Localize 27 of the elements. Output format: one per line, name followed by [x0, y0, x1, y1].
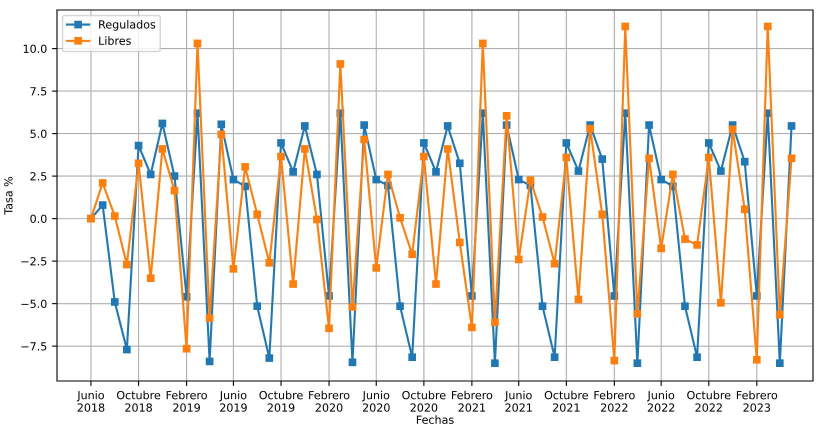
- x-tick-label: Junio 2021: [504, 390, 532, 412]
- x-tick-label: Octubre 2018: [116, 390, 160, 412]
- x-axis-title: Fechas: [416, 415, 454, 424]
- y-tick-label: 7.5: [30, 87, 46, 96]
- x-tick-label: Octubre 2019: [259, 390, 303, 412]
- y-axis-title: Tasa %: [4, 176, 13, 215]
- y-tick-label: −5.0: [21, 300, 47, 308]
- y-tick-label: 5.0: [30, 130, 47, 138]
- x-tick-label: Febrero 2019: [166, 390, 207, 412]
- x-tick-label: Junio 2018: [76, 390, 104, 412]
- x-tick-label: Octubre 2022: [687, 390, 730, 412]
- x-tick-label: Octubre 2020: [402, 390, 446, 412]
- x-tick-label: Junio 2020: [362, 390, 390, 412]
- x-tick-label: Junio 2022: [646, 390, 674, 412]
- legend-label: Libres: [99, 36, 131, 45]
- x-tick-label: Febrero 2023: [736, 390, 778, 412]
- y-tick-label: 0.0: [30, 214, 47, 224]
- x-tick-label: Febrero 2021: [452, 390, 492, 412]
- x-tick-label: Febrero 2020: [309, 390, 350, 412]
- y-tick-label: −7.5: [21, 342, 46, 351]
- y-tick-label: 10.0: [24, 44, 47, 53]
- x-tick-label: Junio 2019: [219, 390, 247, 412]
- legend-label: Regulados: [99, 20, 156, 31]
- y-tick-label: −2.5: [21, 257, 46, 266]
- y-tick-label: 2.5: [30, 172, 46, 180]
- x-tick-label: Febrero 2022: [594, 390, 635, 412]
- x-tick-label: Octubre 2021: [544, 390, 588, 412]
